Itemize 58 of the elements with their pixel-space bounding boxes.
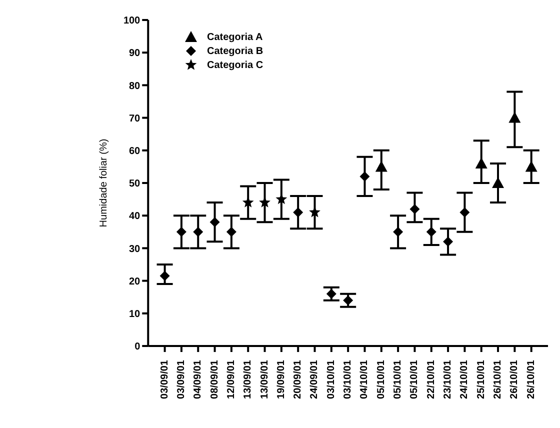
- y-tick-label: 70: [129, 113, 141, 124]
- legend-label: Categoria B: [207, 46, 264, 56]
- point: [226, 226, 236, 237]
- x-tick-label: 26/10/01: [492, 360, 504, 399]
- point: [193, 226, 204, 237]
- y-tick-label: 30: [129, 244, 141, 255]
- point: [410, 204, 420, 214]
- y-tick-label: 90: [129, 48, 141, 60]
- x-tick-label: 08/09/01: [209, 360, 220, 399]
- legend-label: Categoria A: [207, 32, 263, 42]
- x-tick-label: 03/10/01: [342, 360, 354, 399]
- point: [443, 236, 454, 247]
- x-tick-label: 25/10/01: [476, 360, 487, 399]
- x-tick-label: 26/10/01: [526, 360, 537, 399]
- point: [210, 217, 220, 228]
- x-tick-label: 24/10/01: [459, 360, 470, 399]
- x-tick-label: 04/09/01: [192, 360, 204, 399]
- x-tick-label: 05/10/01: [409, 360, 420, 399]
- point: [426, 226, 436, 237]
- point: [160, 270, 170, 281]
- point: [492, 177, 504, 188]
- point: [460, 207, 470, 218]
- point: [293, 207, 304, 218]
- x-tick-label: 03/09/01: [159, 360, 170, 399]
- y-tick-label: 60: [129, 146, 141, 157]
- x-tick-label: 20/09/01: [292, 360, 304, 399]
- y-tick-label: 0: [134, 342, 141, 353]
- y-tick-label: 20: [129, 276, 141, 288]
- x-tick-label: 05/10/01: [376, 360, 387, 399]
- point: [176, 226, 186, 237]
- x-tick-label: 03/10/01: [326, 360, 337, 399]
- legend-label: Categoria C: [207, 60, 264, 70]
- point: [375, 160, 388, 172]
- y-tick-label: 100: [123, 16, 141, 27]
- x-tick-label: 13/09/01: [259, 360, 270, 399]
- x-tick-label: 03/09/01: [176, 360, 187, 399]
- point: [393, 226, 404, 237]
- x-tick-label: 19/09/01: [276, 360, 287, 399]
- x-tick-label: 04/10/01: [359, 360, 370, 399]
- x-tick-label: 12/09/01: [226, 360, 237, 399]
- x-tick-label: 13/09/01: [242, 360, 254, 399]
- point: [475, 157, 488, 168]
- x-tick-label: 22/10/01: [426, 360, 437, 399]
- point: [343, 295, 354, 306]
- y-tick-label: 10: [129, 308, 141, 320]
- y-axis-title: Humidade foliar (%): [98, 138, 110, 228]
- y-tick-label: 40: [129, 211, 141, 222]
- point: [242, 196, 254, 208]
- point: [525, 160, 538, 172]
- y-tick-label: 50: [129, 178, 141, 190]
- point: [360, 171, 370, 182]
- x-tick-label: 05/10/01: [392, 360, 404, 399]
- y-tick-label: 80: [129, 80, 141, 92]
- x-tick-label: 26/10/01: [509, 360, 520, 399]
- x-tick-label: 23/10/01: [442, 360, 454, 399]
- x-tick-label: 24/09/01: [309, 360, 320, 399]
- point: [508, 112, 521, 123]
- point: [326, 288, 336, 299]
